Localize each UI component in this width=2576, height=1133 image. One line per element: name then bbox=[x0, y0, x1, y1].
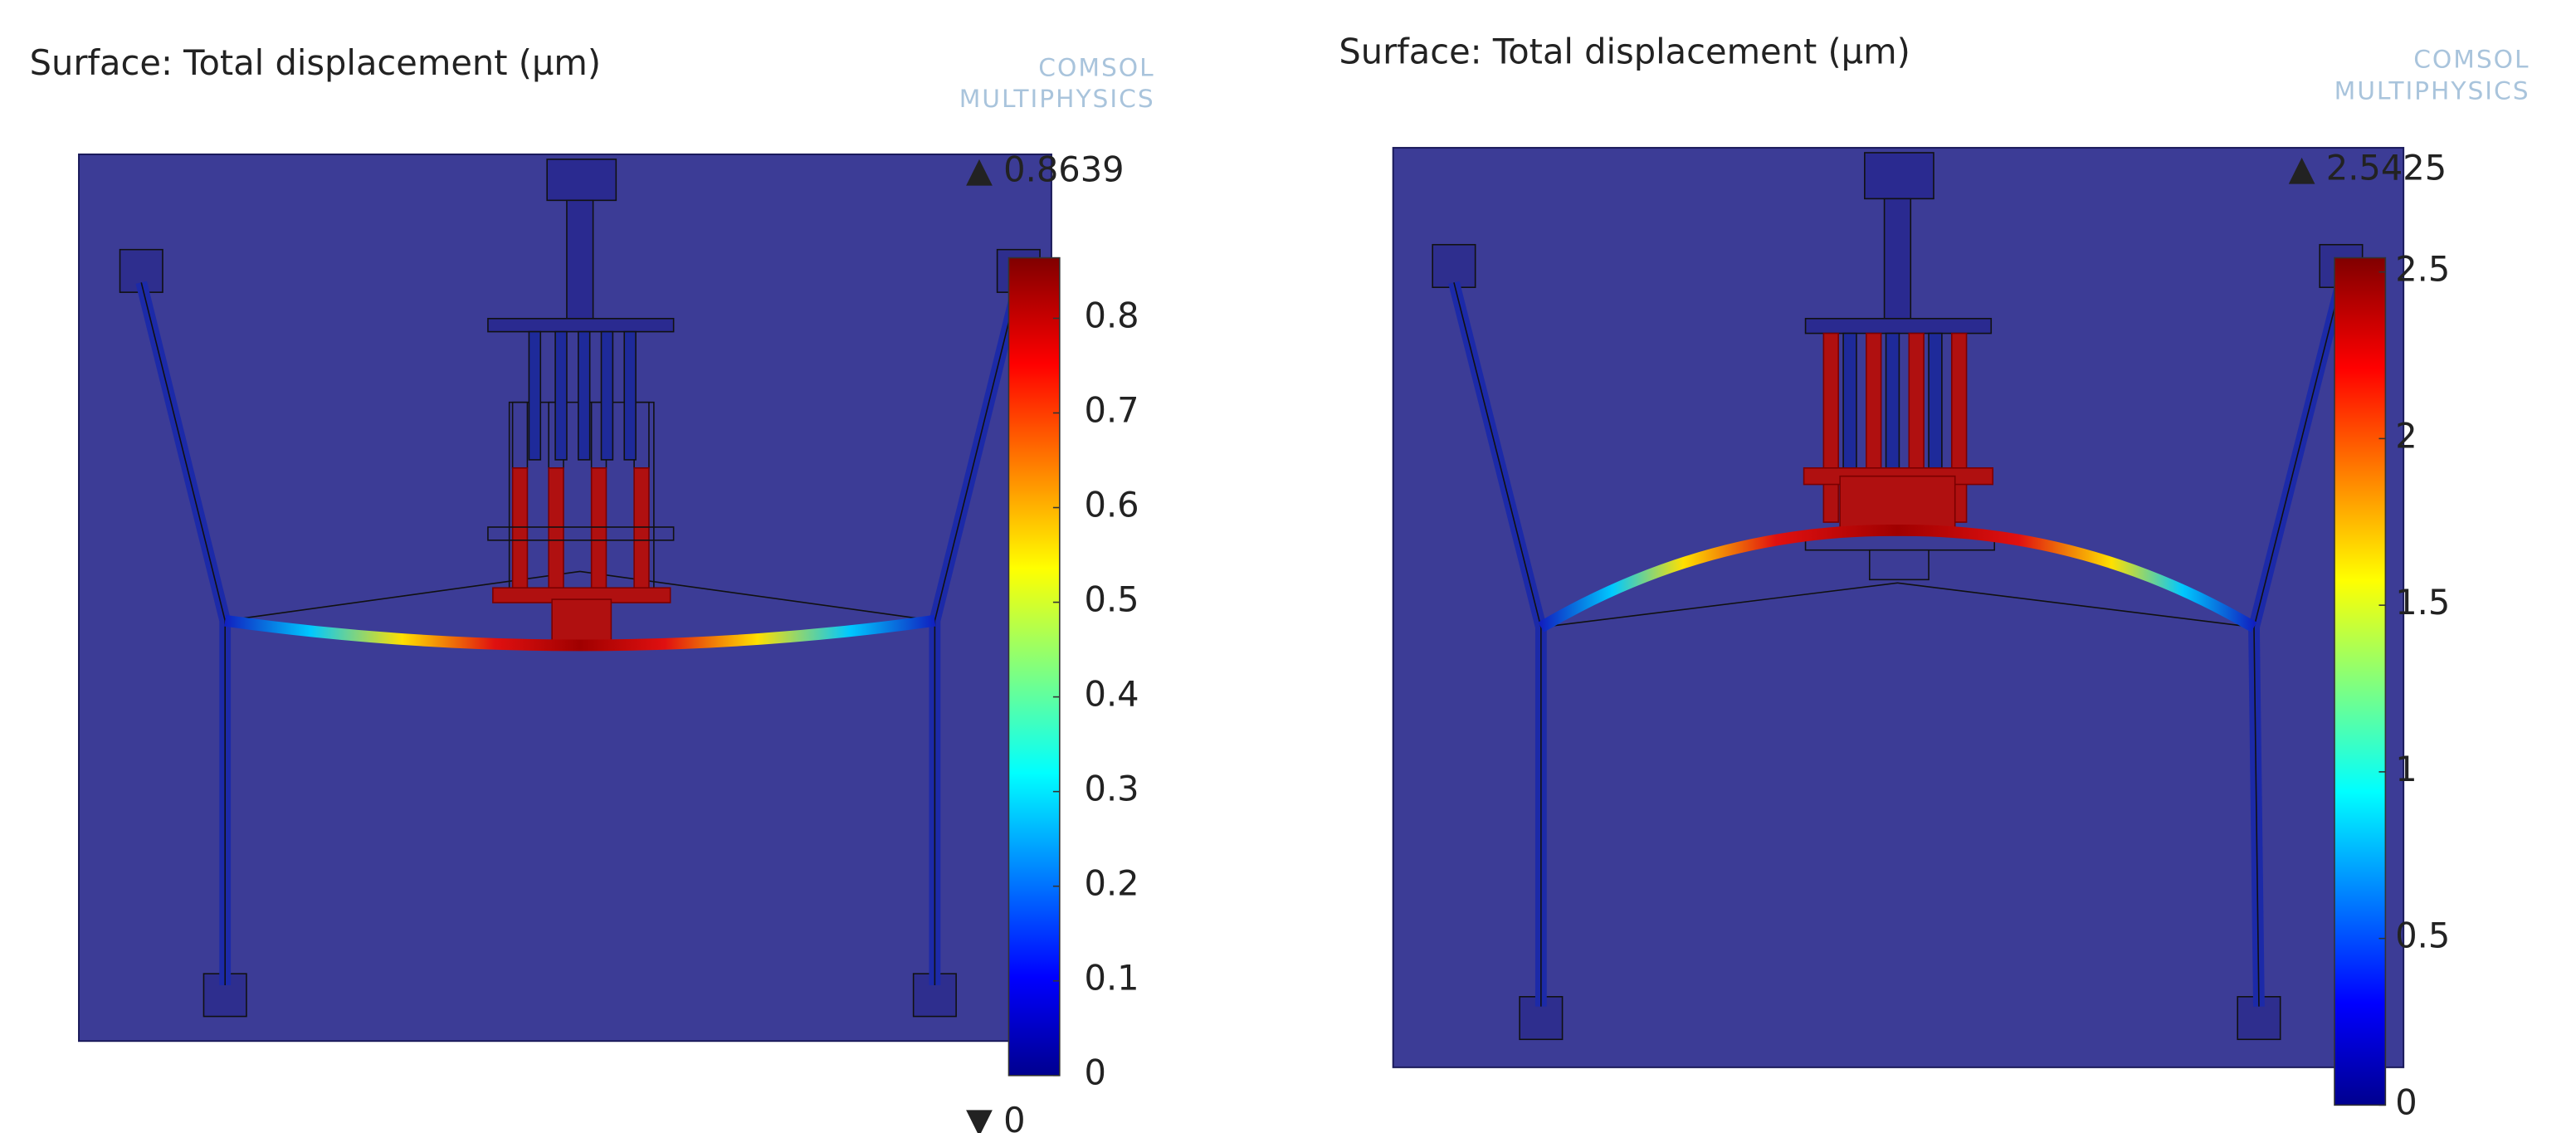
structure bbox=[1540, 582, 2255, 628]
structure bbox=[1538, 525, 2257, 632]
colorbar-tick-label: 0.1 bbox=[1085, 958, 1139, 999]
structure bbox=[633, 467, 650, 592]
structure bbox=[548, 467, 564, 592]
colorbar bbox=[1007, 256, 1061, 1077]
min-label: ▼ 0 bbox=[966, 1100, 1026, 1133]
structure bbox=[224, 614, 936, 652]
structure bbox=[546, 159, 617, 202]
colorbar-tick-label: 0.4 bbox=[1085, 674, 1139, 715]
watermark: MULTIPHYSICS bbox=[2334, 76, 2530, 105]
colorbar-tick-label: 1 bbox=[2395, 749, 2417, 789]
structure bbox=[1842, 332, 1857, 469]
structure bbox=[1883, 198, 1912, 321]
plot-title: Surface: Total displacement (µm) bbox=[30, 42, 601, 83]
max-label: ▲ 0.8639 bbox=[966, 149, 1125, 190]
structure bbox=[487, 317, 675, 333]
structure bbox=[1868, 549, 1930, 581]
colorbar-tick-label: 2.5 bbox=[2395, 249, 2450, 290]
colorbar-tick-label: 0.6 bbox=[1085, 485, 1139, 525]
structure bbox=[566, 199, 594, 321]
colorbar-tick-label: 0 bbox=[2395, 1082, 2417, 1122]
watermark: COMSOL bbox=[2413, 45, 2530, 74]
structure bbox=[1822, 332, 1839, 523]
structure bbox=[554, 330, 568, 461]
structure bbox=[511, 467, 529, 592]
colorbar bbox=[2334, 256, 2387, 1106]
max-value: 0.8639 bbox=[1003, 149, 1124, 190]
watermark: MULTIPHYSICS bbox=[959, 84, 1155, 113]
colorbar-tick-label: 2 bbox=[2395, 415, 2417, 456]
structure bbox=[1864, 152, 1934, 200]
colorbar-tick-label: 1.5 bbox=[2395, 582, 2450, 623]
structure bbox=[1885, 332, 1900, 469]
structure bbox=[1839, 475, 1956, 535]
colorbar-tick-label: 0.2 bbox=[1085, 863, 1139, 904]
min-value: 0 bbox=[1003, 1100, 1025, 1133]
structure bbox=[590, 467, 607, 592]
colorbar-tick-label: 0.7 bbox=[1085, 390, 1139, 431]
structure bbox=[1804, 317, 1993, 335]
structure bbox=[528, 330, 542, 461]
watermark: COMSOL bbox=[1038, 53, 1154, 82]
structure bbox=[1928, 332, 1943, 469]
colorbar-tick-label: 0.5 bbox=[2395, 916, 2450, 956]
max-label: ▲ 2.5425 bbox=[2289, 148, 2447, 188]
structure bbox=[912, 973, 957, 1018]
structure bbox=[600, 330, 614, 461]
structure bbox=[202, 973, 247, 1018]
colorbar-tick-label: 0.5 bbox=[1085, 579, 1139, 620]
colorbar-tick-label: 0 bbox=[1085, 1052, 1106, 1093]
plot-title: Surface: Total displacement (µm) bbox=[1339, 31, 1910, 71]
structure bbox=[225, 570, 935, 622]
colorbar-tick-label: 0.8 bbox=[1085, 295, 1139, 335]
structure bbox=[623, 330, 637, 461]
structure bbox=[578, 330, 591, 461]
structure bbox=[1432, 243, 1476, 288]
max-value: 2.5425 bbox=[2326, 148, 2447, 188]
structure bbox=[551, 598, 612, 642]
colorbar-tick-label: 0.3 bbox=[1085, 769, 1139, 809]
structure bbox=[487, 526, 675, 541]
